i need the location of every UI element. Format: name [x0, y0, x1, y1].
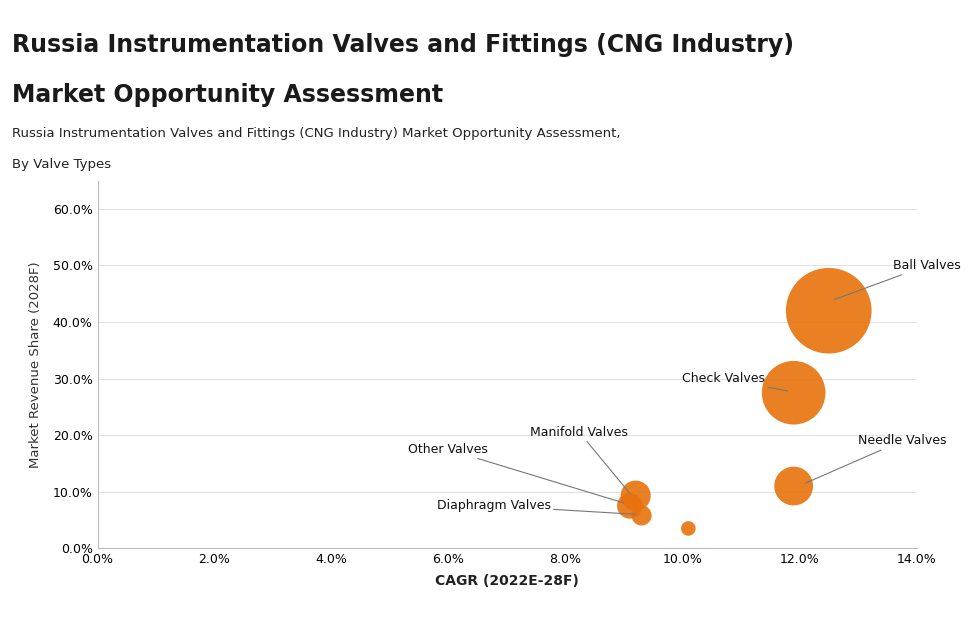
Point	[786, 481, 801, 491]
Point	[622, 501, 638, 511]
Point	[628, 491, 644, 501]
Text: Market Opportunity Assessment: Market Opportunity Assessment	[12, 83, 443, 107]
Text: Diaphragm Valves: Diaphragm Valves	[437, 499, 636, 515]
Y-axis label: Market Revenue Share (2028F): Market Revenue Share (2028F)	[28, 261, 42, 468]
Point	[821, 306, 837, 316]
Text: Check Valves: Check Valves	[682, 372, 788, 391]
Text: Russia Instrumentation Valves and Fittings (CNG Industry): Russia Instrumentation Valves and Fittin…	[12, 33, 794, 57]
Point	[634, 510, 649, 520]
Point	[786, 388, 801, 397]
X-axis label: CAGR (2022E-28F): CAGR (2022E-28F)	[435, 574, 579, 589]
Text: Needle Valves: Needle Valves	[805, 434, 947, 483]
Text: Ball Valves: Ball Valves	[835, 259, 960, 300]
Text: Russia Instrumentation Valves and Fittings (CNG Industry) Market Opportunity Ass: Russia Instrumentation Valves and Fittin…	[12, 127, 620, 140]
Text: Other Valves: Other Valves	[408, 443, 624, 503]
Text: 6W: 6W	[885, 37, 925, 57]
Point	[681, 523, 696, 533]
Text: research: research	[917, 47, 972, 60]
Text: Manifold Valves: Manifold Valves	[530, 426, 630, 493]
Text: By Valve Types: By Valve Types	[12, 158, 111, 171]
